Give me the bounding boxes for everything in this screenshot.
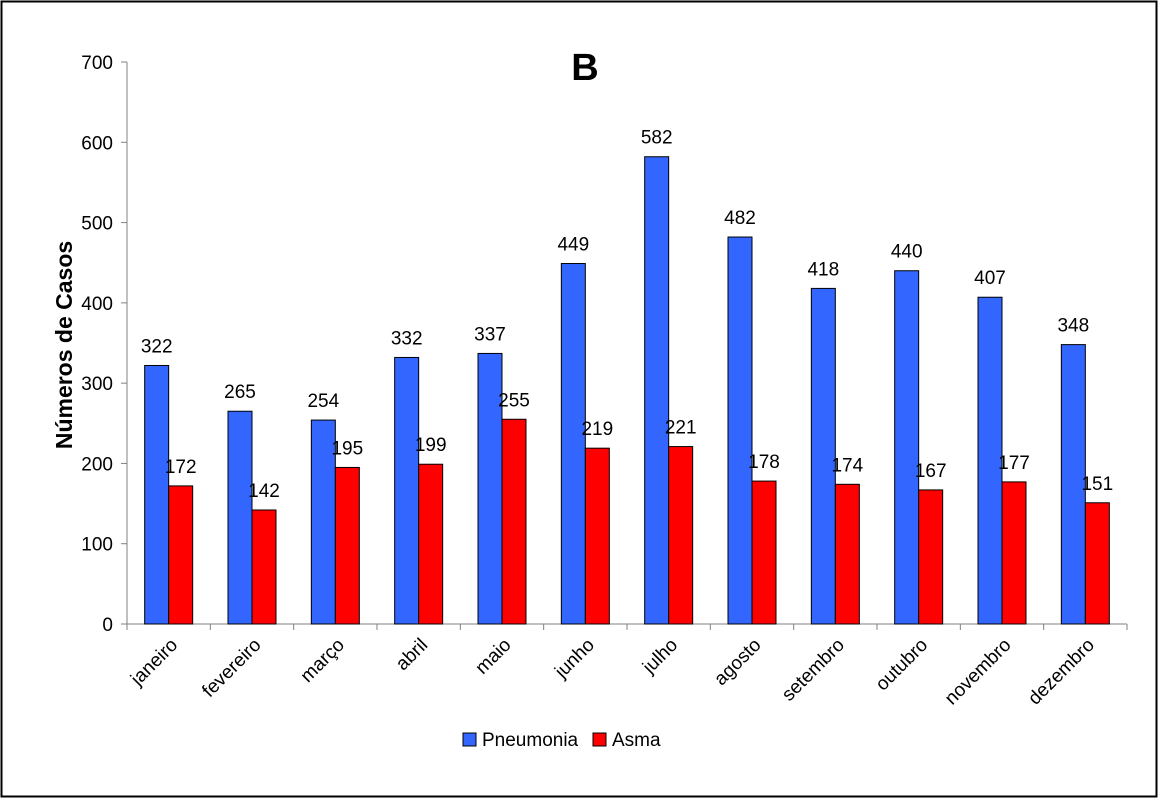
bar-asma-janeiro xyxy=(168,485,194,625)
legend-label-pneumonia: Pneumonia xyxy=(482,730,579,751)
data-label-pneumonia: 332 xyxy=(391,328,423,349)
bar-asma-dezembro xyxy=(1084,502,1110,625)
y-tick-label: 500 xyxy=(81,214,113,235)
bar-asma-abril xyxy=(418,463,444,625)
bar-asma-junho xyxy=(584,447,610,625)
bar-pneumonia-dezembro xyxy=(1060,344,1086,625)
data-label-pneumonia: 348 xyxy=(1057,316,1089,337)
bar-pneumonia-fevereiro xyxy=(227,410,253,625)
bar-asma-agosto xyxy=(751,480,777,625)
data-label-asma: 177 xyxy=(998,453,1030,474)
legend-swatch-asma xyxy=(592,732,607,747)
bar-asma-fevereiro xyxy=(251,509,277,625)
bar-pneumonia-agosto xyxy=(727,236,753,625)
bar-asma-novembro xyxy=(1001,481,1027,625)
data-label-pneumonia: 254 xyxy=(307,391,339,412)
data-label-asma: 219 xyxy=(581,419,613,440)
data-label-asma: 255 xyxy=(498,390,530,411)
data-label-asma: 172 xyxy=(165,457,197,478)
legend-swatch-pneumonia xyxy=(462,732,477,747)
data-label-asma: 167 xyxy=(915,461,947,482)
data-label-asma: 221 xyxy=(665,418,697,439)
y-tick-label: 100 xyxy=(81,535,113,556)
data-label-pneumonia: 418 xyxy=(807,259,839,280)
data-label-asma: 199 xyxy=(415,435,447,456)
bar-pneumonia-março xyxy=(310,419,336,625)
legend-label-asma: Asma xyxy=(612,730,661,751)
data-label-asma: 195 xyxy=(331,438,363,459)
bar-pneumonia-outubro xyxy=(894,270,920,625)
data-label-pneumonia: 582 xyxy=(641,128,673,149)
bar-asma-maio xyxy=(501,418,527,625)
data-label-pneumonia: 440 xyxy=(891,242,923,263)
bar-pneumonia-maio xyxy=(477,352,503,625)
y-tick-label: 200 xyxy=(81,454,113,475)
data-label-pneumonia: 337 xyxy=(474,324,506,345)
bar-asma-julho xyxy=(668,446,694,625)
data-label-asma: 174 xyxy=(831,455,863,476)
y-axis-label: Números de Casos xyxy=(51,241,77,449)
y-tick-label: 600 xyxy=(81,133,113,154)
bar-pneumonia-setembro xyxy=(810,287,836,625)
data-label-pneumonia: 482 xyxy=(724,208,756,229)
bar-pneumonia-abril xyxy=(394,356,420,625)
data-label-asma: 178 xyxy=(748,452,780,473)
bar-pneumonia-novembro xyxy=(977,296,1003,625)
bar-pneumonia-julho xyxy=(644,156,670,625)
bar-asma-setembro xyxy=(834,483,860,625)
chart-title: B xyxy=(571,47,598,89)
data-label-pneumonia: 449 xyxy=(557,235,589,256)
y-tick-label: 400 xyxy=(81,294,113,315)
y-tick-label: 300 xyxy=(81,374,113,395)
bar-asma-outubro xyxy=(918,489,944,625)
data-label-asma: 151 xyxy=(1081,474,1113,495)
data-label-asma: 142 xyxy=(248,481,280,502)
bar-pneumonia-janeiro xyxy=(144,364,170,625)
y-tick-label: 700 xyxy=(81,53,113,74)
bar-pneumonia-junho xyxy=(560,263,586,625)
data-label-pneumonia: 407 xyxy=(974,268,1006,289)
y-tick-label: 0 xyxy=(102,615,113,636)
data-label-pneumonia: 265 xyxy=(224,382,256,403)
data-label-pneumonia: 322 xyxy=(141,336,173,357)
bar-asma-março xyxy=(334,466,360,625)
